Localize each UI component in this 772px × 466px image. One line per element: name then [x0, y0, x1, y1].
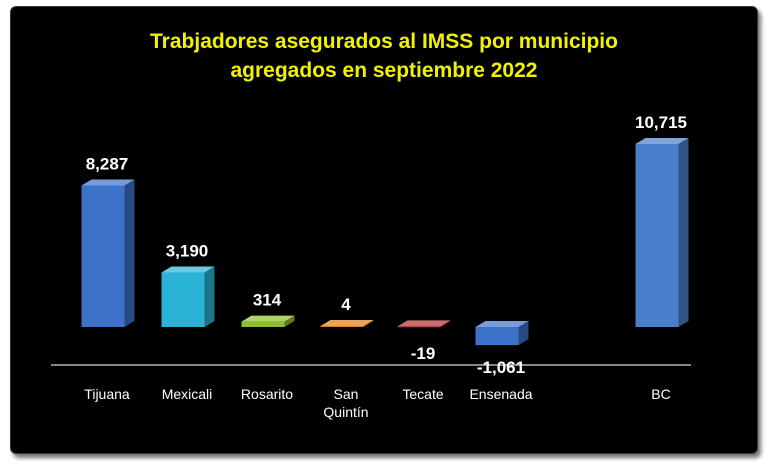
- bar-4: [320, 320, 374, 327]
- bar-front-face: [161, 272, 205, 327]
- bar-side-face: [284, 315, 295, 327]
- category-label: Tijuana: [84, 386, 130, 402]
- bar-side-face: [204, 266, 215, 327]
- chart-title-line: Trabjadores asegurados al IMSS por munic…: [150, 30, 618, 53]
- bar-top-face: [161, 266, 215, 273]
- value-label: 3,190: [166, 242, 209, 261]
- bar-top-face: [635, 138, 689, 144]
- bar-side-face: [363, 320, 374, 327]
- bar-front-face: [397, 326, 441, 328]
- chart-title: Trabjadores asegurados al IMSS por munic…: [11, 27, 757, 85]
- category-label: Mexicali: [162, 386, 213, 402]
- value-label: 314: [253, 291, 282, 310]
- bar-front-face: [241, 321, 285, 327]
- labels-layer: 8,287 Tijuana 3,190 Mexicali 314 Rosarito 4 San…: [84, 113, 687, 420]
- bar-front-face: [320, 326, 364, 327]
- bar-1: [81, 179, 135, 327]
- bar-side-face: [440, 320, 451, 328]
- bar-3: [241, 315, 295, 327]
- value-label: -1,061: [477, 358, 525, 377]
- bar-front-face: [81, 185, 125, 327]
- bar-chart: 8,287 Tijuana 3,190 Mexicali 314 Rosarito 4 San…: [51, 113, 691, 420]
- category-label: Ensenada: [469, 386, 532, 402]
- bars-layer: [51, 138, 691, 366]
- bar-top-face: [475, 321, 529, 327]
- value-label: 10,715: [635, 113, 687, 132]
- bar-top-face: [241, 315, 295, 322]
- value-label: 4: [341, 295, 351, 314]
- category-label: BC: [651, 386, 670, 402]
- chart-frame: Trabjadores asegurados al IMSS por munic…: [10, 6, 758, 454]
- bar-6: [475, 321, 529, 346]
- bar-front-face: [475, 327, 519, 346]
- category-label: Tecate: [402, 386, 443, 402]
- bar-2: [161, 266, 215, 327]
- bar-side-face: [518, 321, 529, 346]
- category-label: Rosarito: [241, 386, 293, 402]
- bar-top-face: [397, 320, 451, 327]
- value-label: -19: [411, 344, 436, 363]
- bar-side-face: [678, 138, 689, 327]
- bar-top-face: [320, 320, 374, 326]
- chart-subtitle-line: agregados en septiembre 2022: [230, 59, 538, 82]
- bar-7: [635, 138, 689, 327]
- bar-front-face: [635, 144, 679, 327]
- value-label: 8,287: [86, 154, 129, 173]
- bar-5: [397, 320, 451, 328]
- category-label: San Quintín: [323, 386, 368, 420]
- bar-top-face: [81, 179, 135, 186]
- bar-side-face: [124, 179, 135, 327]
